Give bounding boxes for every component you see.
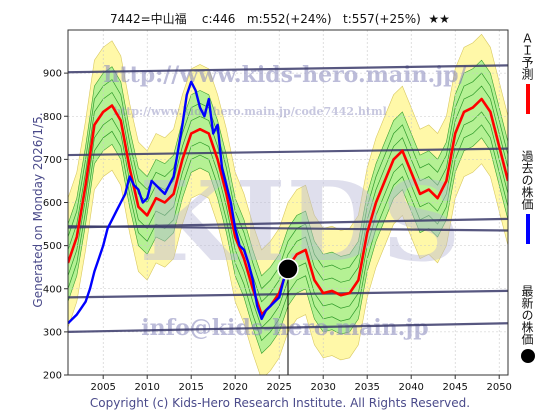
legend-past-price: 過去の株価 <box>519 150 536 244</box>
legend-ai-forecast: ＡＩ予測 <box>519 32 536 114</box>
trend-line-0 <box>68 64 508 74</box>
x-tick-label-2040: 2040 <box>398 382 423 393</box>
x-tick-label-2015: 2015 <box>178 382 203 393</box>
band-line-3 <box>68 72 508 290</box>
y-tick-label-400: 400 <box>43 284 62 295</box>
x-tick-label-2010: 2010 <box>134 382 159 393</box>
y-tick-label-200: 200 <box>43 371 62 382</box>
x-tick-label-2025: 2025 <box>266 382 291 393</box>
chart-title: 7442=中山福 c:446 m:552(+24%) t:557(+25%) ★… <box>110 12 450 26</box>
copyright-footer: Copyright (c) Kids-Hero Research Institu… <box>89 396 471 410</box>
watermark-url-small: http://www.kids-hero.main.jp/code7442.ht… <box>113 105 387 118</box>
x-tick-label-2020: 2020 <box>222 382 247 393</box>
x-tick-label-2030: 2030 <box>310 382 335 393</box>
y-tick-label-900: 900 <box>43 69 62 80</box>
past-price-line <box>68 80 290 325</box>
x-tick-label-2005: 2005 <box>90 382 115 393</box>
x-tick-label-2050: 2050 <box>486 382 511 393</box>
y-tick-label-600: 600 <box>43 198 62 209</box>
x-tick-label-2035: 2035 <box>354 382 379 393</box>
x-tick-label-2045: 2045 <box>442 382 467 393</box>
legend-ai-swatch <box>525 84 530 114</box>
y-tick-label-300: 300 <box>43 327 62 338</box>
inner-band <box>68 59 508 354</box>
y-tick-label-800: 800 <box>43 112 62 123</box>
trend-line-3 <box>68 225 508 232</box>
legend-ai-label: ＡＩ予測 <box>520 32 534 80</box>
latest-point <box>277 258 299 280</box>
legend-latest-label: 最新の株価 <box>520 285 534 345</box>
trend-line-1 <box>68 147 508 157</box>
legend-latest-price: 最新の株価 <box>519 285 536 363</box>
y-tick-label-700: 700 <box>43 155 62 166</box>
axis-ticks: 2005 2010 2015 2020 2025 2030 2035 2040 2045 2050… <box>43 69 512 393</box>
y-tick-label-500: 500 <box>43 241 62 252</box>
latest-marker <box>277 258 299 375</box>
grid-lines <box>68 30 508 376</box>
watermark: KIDS http://www.kids-hero.main.jp/ http:… <box>103 62 467 341</box>
legend-past-swatch <box>525 214 530 244</box>
legend-latest-dot <box>520 349 535 363</box>
legend-past-label: 過去の株価 <box>520 150 534 210</box>
